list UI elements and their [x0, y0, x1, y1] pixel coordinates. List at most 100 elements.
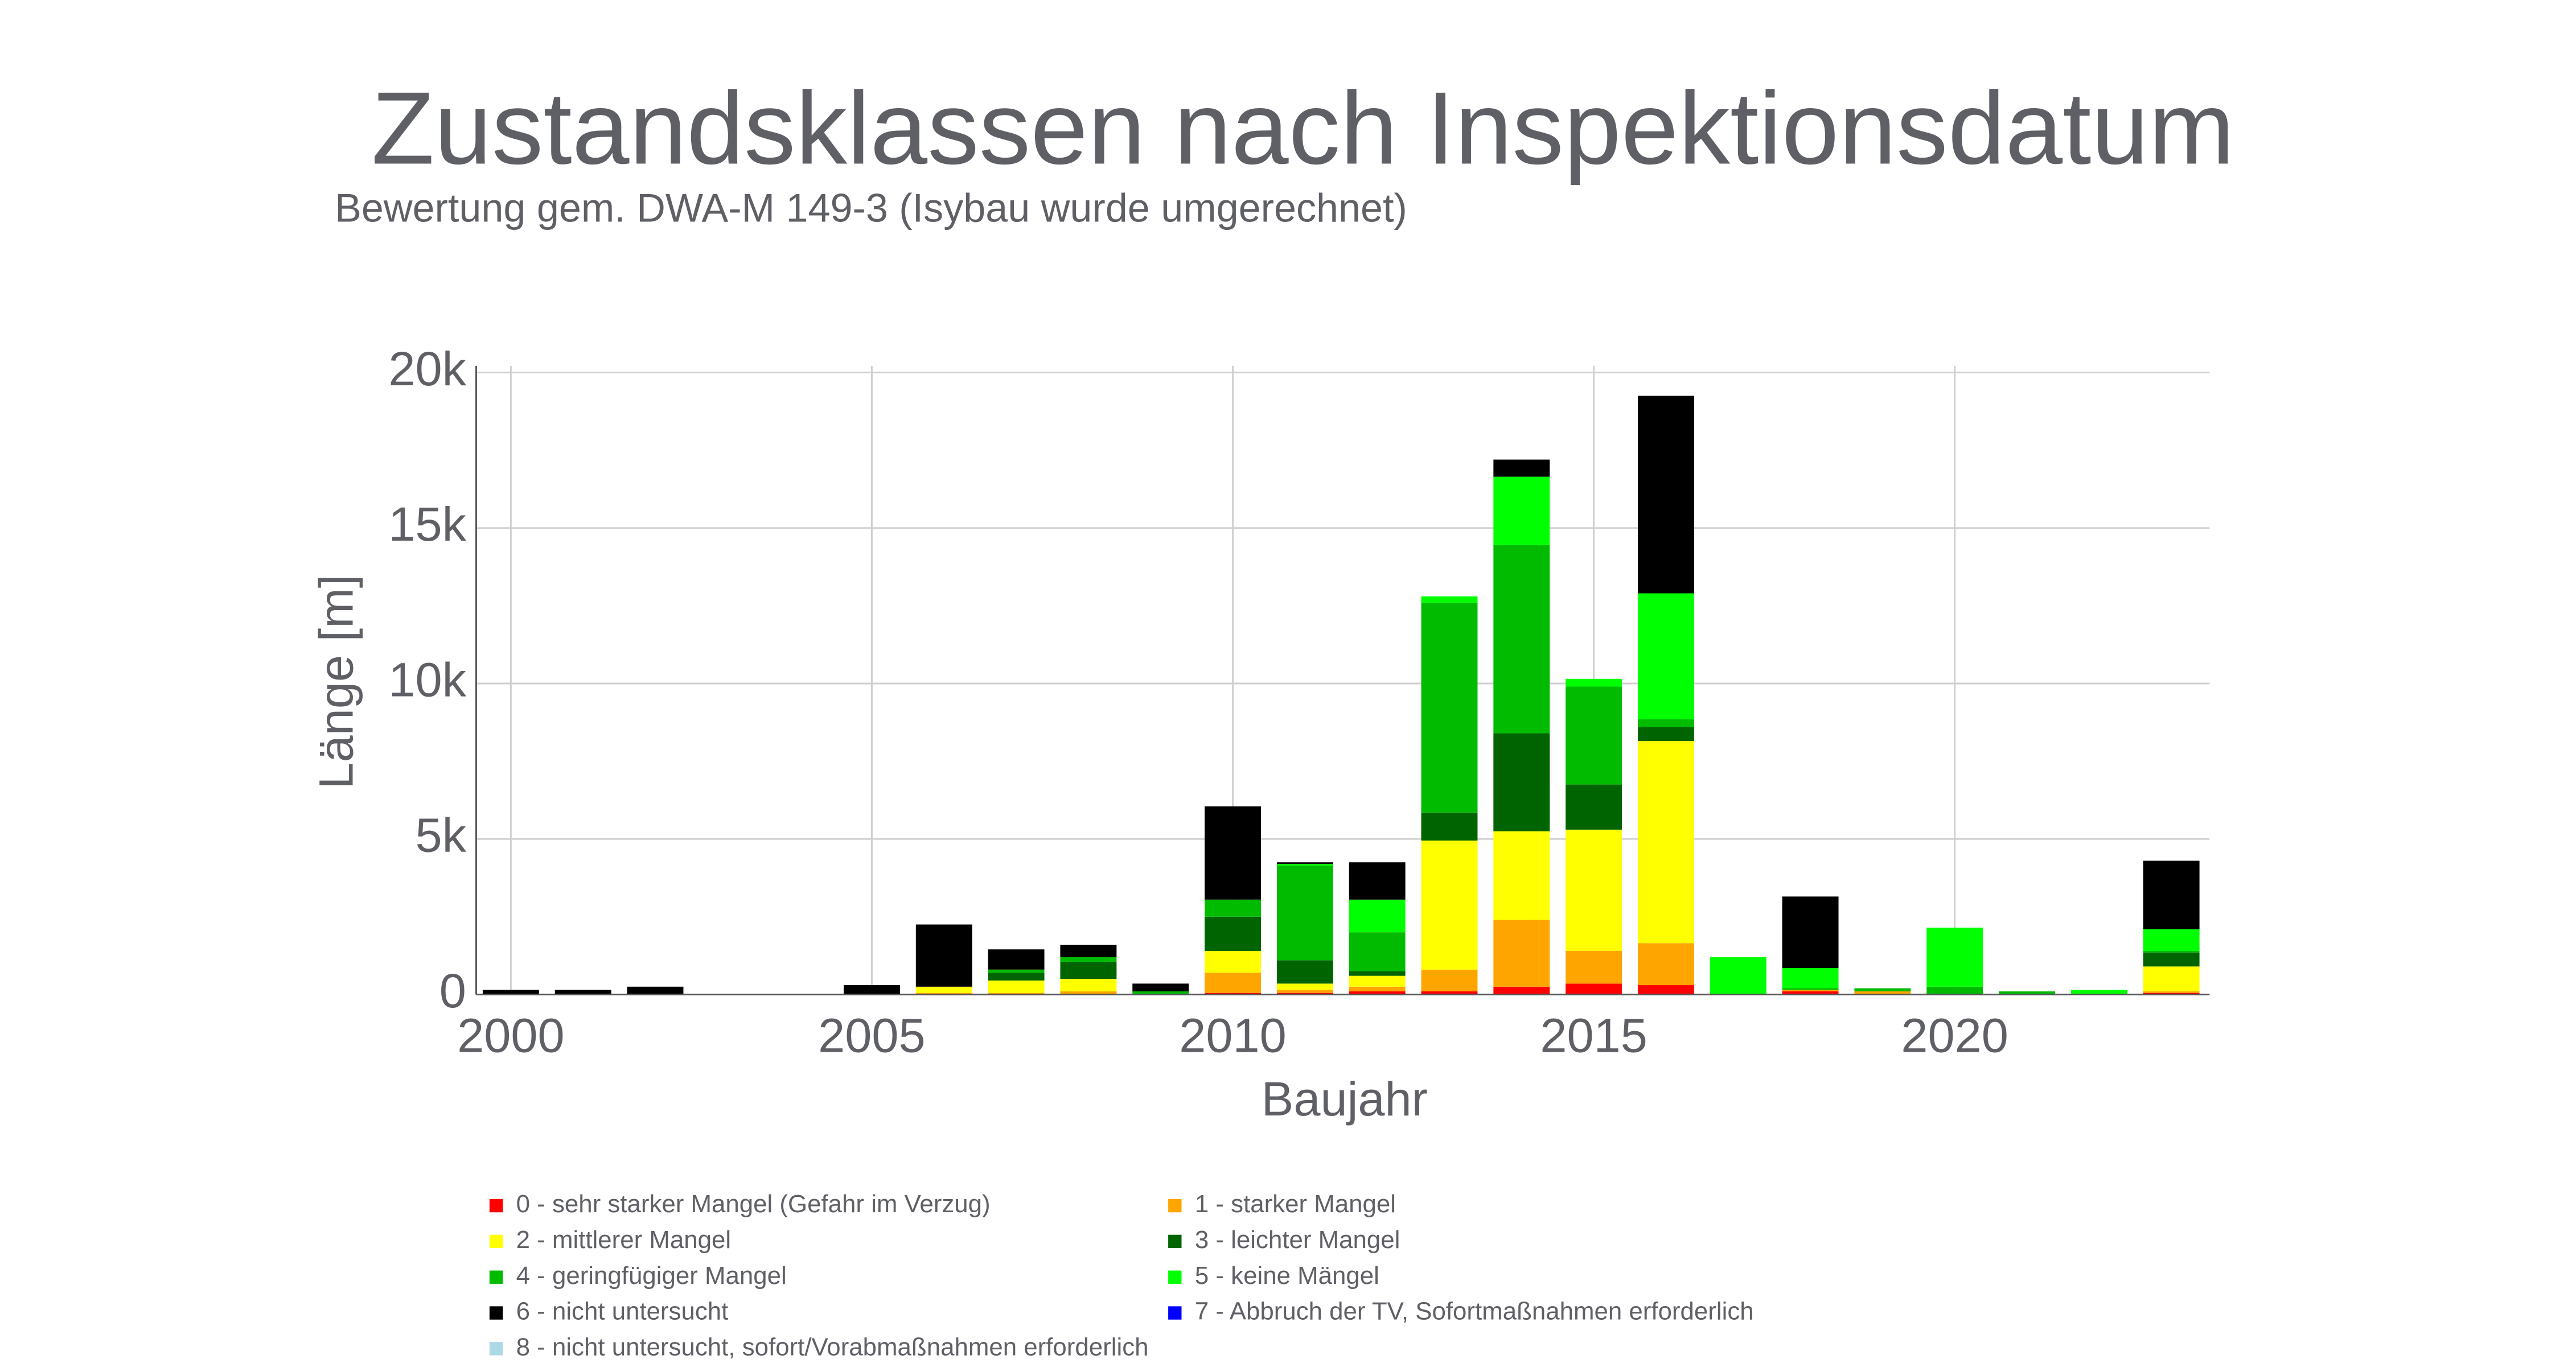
bar-segment [1132, 983, 1189, 991]
bar-segment [988, 949, 1045, 970]
bar-segment [1637, 719, 1694, 727]
bar-segment [988, 980, 1045, 993]
bar-segment [1421, 812, 1478, 841]
bar-segment [1637, 741, 1694, 944]
bar-segment [1205, 950, 1261, 973]
bar-segment [2070, 990, 2127, 995]
bar-segment [1493, 733, 1550, 831]
bar-segment [2143, 860, 2200, 929]
bar-segment [2143, 950, 2200, 953]
y-tick-label: 15k [388, 497, 466, 551]
x-axis-label: Baujahr [1262, 1072, 1428, 1126]
bar-segment [1782, 988, 1839, 990]
bar-segment [988, 969, 1045, 973]
bar-segment [1566, 686, 1622, 785]
bar-segment [1782, 967, 1839, 989]
bar-segment [1349, 862, 1406, 900]
bar-segment [988, 973, 1045, 981]
y-tick-label: 20k [388, 341, 466, 396]
bar-segment [915, 924, 972, 987]
bar-segment [1566, 950, 1622, 984]
bar-segment [1926, 986, 1983, 995]
y-tick-label: 5k [415, 808, 466, 862]
bar-segment [1421, 969, 1478, 991]
bar-segment [1493, 920, 1550, 987]
bar-segment [1060, 945, 1117, 957]
legend-label: 4 - geringfügiger Mangel [516, 1262, 787, 1290]
bar-segment [1637, 985, 1694, 995]
legend-swatch [489, 1270, 503, 1284]
bar-segment [1854, 991, 1911, 995]
bar-segment [1782, 991, 1839, 995]
legend-label: 6 - nicht untersucht [516, 1298, 729, 1325]
bar-segment [1854, 988, 1911, 991]
bar-segment [1493, 831, 1550, 920]
bar-segment [2143, 929, 2200, 951]
bar-segment [1926, 927, 1983, 987]
bar-segment [1276, 863, 1333, 866]
bar-segment [1421, 991, 1478, 995]
legend-swatch [1168, 1199, 1182, 1213]
y-tick-label: 10k [388, 652, 466, 706]
legend-swatch [1168, 1306, 1182, 1320]
x-tick-label: 2010 [1179, 1008, 1287, 1063]
x-tick-label: 2005 [818, 1008, 926, 1063]
bar-segment [1060, 991, 1117, 995]
bar-segment [1637, 727, 1694, 742]
y-tick-label: 0 [439, 964, 466, 1018]
bar-segment [1421, 840, 1478, 970]
bar-segment [915, 986, 972, 993]
bar-segment [554, 990, 611, 995]
bar-segment [1637, 943, 1694, 986]
bar-segment [1349, 975, 1406, 987]
bar-segment [1349, 932, 1406, 971]
bar-segment [1205, 916, 1261, 951]
bar-segment [2143, 991, 2200, 993]
legend-swatch [489, 1234, 503, 1249]
bar-segment [843, 985, 900, 995]
bar-segment [1493, 476, 1550, 545]
legend-swatch [1168, 1234, 1182, 1249]
bar-segment [1421, 602, 1478, 813]
legend-label: 0 - sehr starker Mangel (Gefahr im Verzu… [516, 1190, 991, 1218]
bar-segment [1060, 957, 1117, 962]
legend-swatch [489, 1342, 503, 1356]
bar-segment [1493, 986, 1550, 995]
legend-label: 3 - leichter Mangel [1195, 1226, 1400, 1254]
bar-segment [1637, 396, 1694, 594]
legend-label: 8 - nicht untersucht, sofort/Vorabmaßnah… [516, 1333, 1149, 1361]
bar-segment [1276, 983, 1333, 990]
bar-segment [1205, 806, 1261, 900]
bar-segment [1637, 593, 1694, 719]
bar-segment [1999, 991, 2055, 995]
bar-segment [1349, 899, 1406, 933]
bar-segment [1205, 899, 1261, 917]
bar-segment [1566, 678, 1622, 687]
bar-segment [1566, 829, 1622, 951]
bar-segment [1276, 990, 1333, 993]
bar-segment [1566, 983, 1622, 995]
bar-segment [1349, 991, 1406, 995]
x-tick-label: 2000 [457, 1008, 565, 1063]
chart-subtitle: Bewertung gem. DWA-M 149-3 (Isybau wurde… [335, 186, 1407, 230]
bar-segment [1276, 865, 1333, 961]
bar-segment [1710, 957, 1766, 995]
bar-segment [1060, 979, 1117, 991]
legend-label: 5 - keine Mängel [1195, 1262, 1379, 1290]
bar-segment [1493, 545, 1550, 734]
bar-segment [1782, 896, 1839, 968]
x-tick-label: 2020 [1901, 1008, 2008, 1063]
legend-label: 1 - starker Mangel [1195, 1190, 1396, 1218]
legend-label: 2 - mittlerer Mangel [516, 1226, 732, 1254]
bar-segment [1276, 960, 1333, 984]
bar-segment [1276, 862, 1333, 864]
bar-segment [1782, 990, 1839, 991]
legend-swatch [489, 1306, 503, 1320]
bar-segment [2143, 966, 2200, 991]
bar-segment [1349, 986, 1406, 991]
bar-segment [2143, 952, 2200, 967]
bar-segment [1349, 971, 1406, 976]
bar-segment [1132, 991, 1189, 995]
bar-segment [1060, 962, 1117, 979]
